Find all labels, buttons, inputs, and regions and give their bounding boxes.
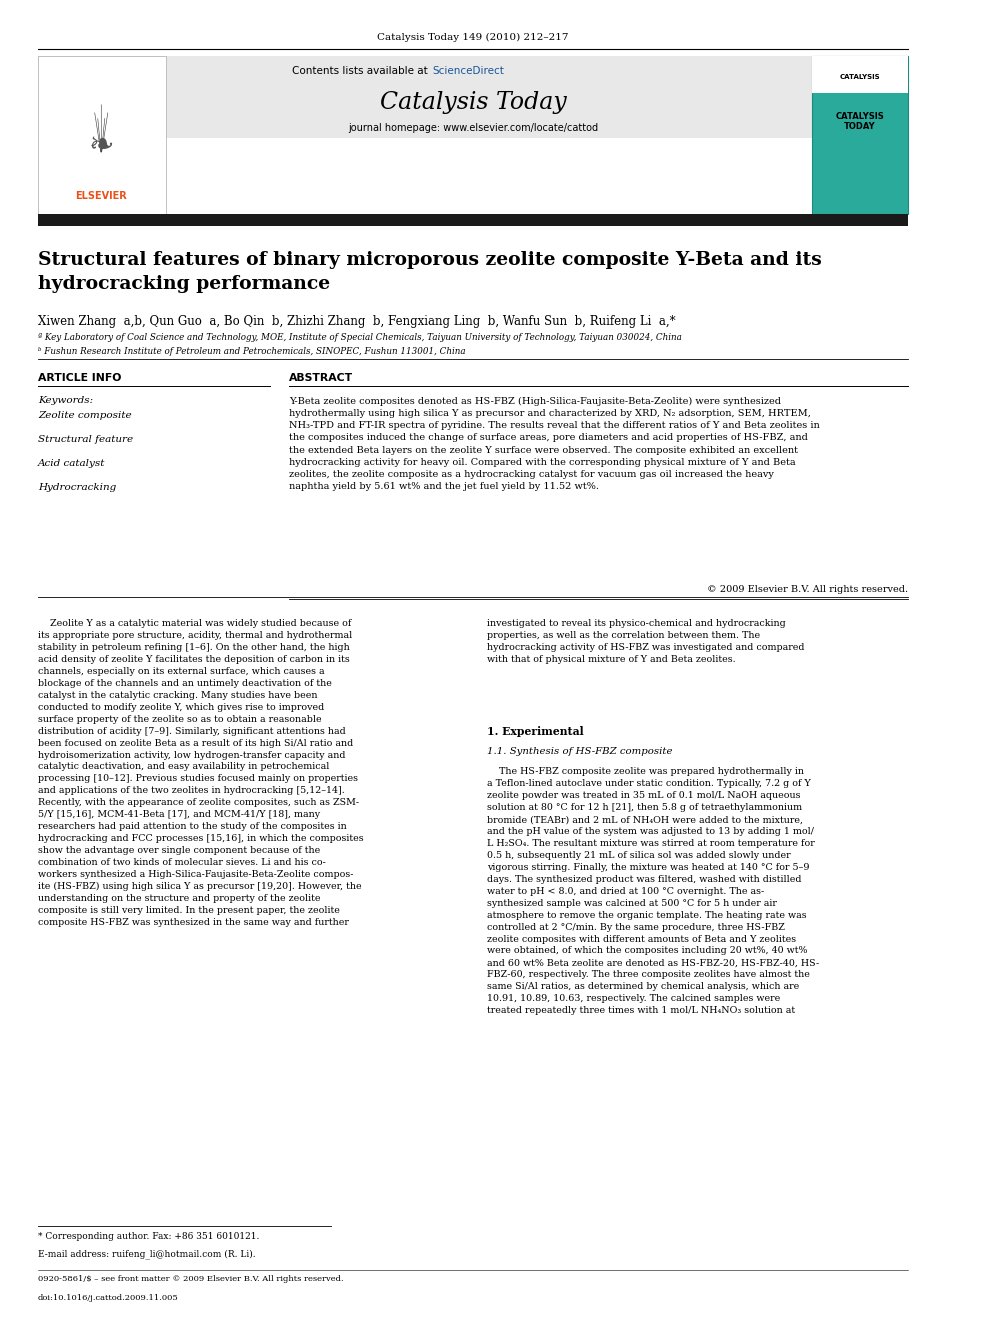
Text: ❧: ❧ xyxy=(88,131,114,160)
Text: Y-Beta zeolite composites denoted as HS-FBZ (High-Silica-Faujasite-Beta-Zeolite): Y-Beta zeolite composites denoted as HS-… xyxy=(289,397,819,491)
Text: investigated to reveal its physico-chemical and hydrocracking
properties, as wel: investigated to reveal its physico-chemi… xyxy=(487,619,805,664)
Text: Keywords:: Keywords: xyxy=(38,396,93,405)
Text: CATALYSIS
TODAY: CATALYSIS TODAY xyxy=(836,112,885,131)
Text: 0920-5861/$ – see front matter © 2009 Elsevier B.V. All rights reserved.: 0920-5861/$ – see front matter © 2009 El… xyxy=(38,1275,343,1283)
Text: ᵇ Fushun Research Institute of Petroleum and Petrochemicals, SINOPEC, Fushun 113: ᵇ Fushun Research Institute of Petroleum… xyxy=(38,347,465,356)
Text: Catalysis Today: Catalysis Today xyxy=(380,91,566,114)
Text: 1. Experimental: 1. Experimental xyxy=(487,726,584,737)
Text: Structural features of binary microporous zeolite composite Y-Beta and its
hydro: Structural features of binary microporou… xyxy=(38,251,821,292)
FancyBboxPatch shape xyxy=(38,56,909,138)
Text: E-mail address: ruifeng_li@hotmail.com (R. Li).: E-mail address: ruifeng_li@hotmail.com (… xyxy=(38,1249,256,1258)
Text: doi:10.1016/j.cattod.2009.11.005: doi:10.1016/j.cattod.2009.11.005 xyxy=(38,1294,179,1302)
FancyBboxPatch shape xyxy=(38,56,166,214)
Text: Zeolite Y as a catalytic material was widely studied because of
its appropriate : Zeolite Y as a catalytic material was wi… xyxy=(38,619,363,927)
Text: Xiwen Zhang  a,b, Qun Guo  a, Bo Qin  b, Zhizhi Zhang  b, Fengxiang Ling  b, Wan: Xiwen Zhang a,b, Qun Guo a, Bo Qin b, Zh… xyxy=(38,315,676,328)
FancyBboxPatch shape xyxy=(811,56,909,93)
Text: Acid catalyst: Acid catalyst xyxy=(38,459,105,468)
Text: The HS-FBZ composite zeolite was prepared hydrothermally in
a Teflon-lined autoc: The HS-FBZ composite zeolite was prepare… xyxy=(487,767,819,1015)
Text: journal homepage: www.elsevier.com/locate/cattod: journal homepage: www.elsevier.com/locat… xyxy=(348,123,598,134)
Text: ScienceDirect: ScienceDirect xyxy=(433,66,504,77)
Text: Catalysis Today 149 (2010) 212–217: Catalysis Today 149 (2010) 212–217 xyxy=(377,33,568,42)
Text: © 2009 Elsevier B.V. All rights reserved.: © 2009 Elsevier B.V. All rights reserved… xyxy=(707,585,909,594)
Text: ELSEVIER: ELSEVIER xyxy=(75,191,127,201)
Text: ABSTRACT: ABSTRACT xyxy=(289,373,353,384)
Text: ª Key Laboratory of Coal Science and Technology, MOE, Institute of Special Chemi: ª Key Laboratory of Coal Science and Tec… xyxy=(38,333,682,343)
Text: * Corresponding author. Fax: +86 351 6010121.: * Corresponding author. Fax: +86 351 601… xyxy=(38,1232,259,1241)
FancyBboxPatch shape xyxy=(38,214,909,226)
Text: 1.1. Synthesis of HS-FBZ composite: 1.1. Synthesis of HS-FBZ composite xyxy=(487,747,673,757)
Text: Structural feature: Structural feature xyxy=(38,435,133,445)
Text: Hydrocracking: Hydrocracking xyxy=(38,483,116,492)
Text: Contents lists available at: Contents lists available at xyxy=(292,66,431,77)
Text: ARTICLE INFO: ARTICLE INFO xyxy=(38,373,121,384)
Text: Zeolite composite: Zeolite composite xyxy=(38,411,132,421)
FancyBboxPatch shape xyxy=(811,56,909,214)
Text: CATALYSIS: CATALYSIS xyxy=(840,74,881,79)
